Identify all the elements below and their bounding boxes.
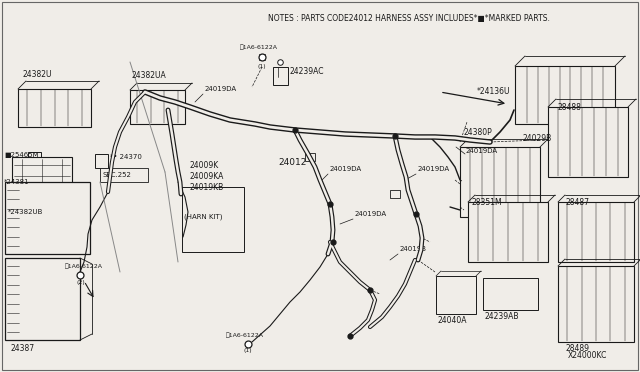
Text: 24387: 24387 <box>10 344 34 353</box>
Text: 28487: 28487 <box>566 198 590 207</box>
Text: 24009KA: 24009KA <box>190 172 225 181</box>
Text: 24380P: 24380P <box>464 128 493 137</box>
Text: 24382U: 24382U <box>22 70 51 79</box>
Text: 28488: 28488 <box>558 103 582 112</box>
Bar <box>95 154 108 168</box>
Text: 24012: 24012 <box>278 158 307 167</box>
Text: ■25465M: ■25465M <box>4 152 38 158</box>
Text: 24029B: 24029B <box>523 134 552 143</box>
Text: (2): (2) <box>76 280 84 285</box>
Text: *24382UB: *24382UB <box>8 209 44 215</box>
Text: 24019DA: 24019DA <box>418 166 450 172</box>
Bar <box>5 182 90 254</box>
Text: 24019DA: 24019DA <box>355 211 387 217</box>
Bar <box>468 202 548 262</box>
Text: (1): (1) <box>244 348 253 353</box>
Text: 24239AC: 24239AC <box>290 67 324 76</box>
Bar <box>305 153 315 161</box>
Bar <box>5 258 80 340</box>
Text: 24019DA: 24019DA <box>466 148 498 154</box>
Text: *24136U: *24136U <box>477 87 511 96</box>
Bar <box>390 190 400 198</box>
Bar <box>273 67 288 85</box>
Text: 24009K: 24009K <box>190 161 220 170</box>
Text: X24000KC: X24000KC <box>568 351 607 360</box>
Bar <box>558 266 634 342</box>
Bar <box>130 90 185 124</box>
Bar <box>548 107 628 177</box>
Text: ⑂1A6-6122A: ⑂1A6-6122A <box>240 44 278 50</box>
Text: ⑂1A6-6122A: ⑂1A6-6122A <box>226 333 264 338</box>
Bar <box>436 276 476 314</box>
Text: *• 24370: *• 24370 <box>110 154 142 160</box>
Text: (HARN KIT): (HARN KIT) <box>184 214 223 220</box>
Text: 24239AB: 24239AB <box>485 312 520 321</box>
Text: NOTES : PARTS CODE24012 HARNESS ASSY INCLUDES*■*MARKED PARTS.: NOTES : PARTS CODE24012 HARNESS ASSY INC… <box>268 14 550 23</box>
Text: 28351M: 28351M <box>472 198 502 207</box>
Text: 24019DA: 24019DA <box>330 166 362 172</box>
Bar <box>18 89 91 127</box>
Bar <box>28 152 41 168</box>
Bar <box>12 157 72 207</box>
Text: ⑂1A6-6122A: ⑂1A6-6122A <box>65 263 103 269</box>
Bar <box>460 147 540 217</box>
Bar <box>100 168 148 182</box>
Text: (1): (1) <box>258 64 267 69</box>
Text: 24382UA: 24382UA <box>132 71 167 80</box>
Text: *24381: *24381 <box>4 179 29 185</box>
Bar <box>558 202 634 262</box>
Bar <box>515 66 615 124</box>
Text: 24019DA: 24019DA <box>205 86 237 92</box>
Text: SEC.252: SEC.252 <box>102 172 131 178</box>
Bar <box>182 187 244 252</box>
Bar <box>483 278 538 310</box>
Text: 28489: 28489 <box>566 344 590 353</box>
Text: 24019B: 24019B <box>400 246 427 252</box>
Text: 24019KB: 24019KB <box>190 183 224 192</box>
Text: 24040A: 24040A <box>438 316 467 325</box>
